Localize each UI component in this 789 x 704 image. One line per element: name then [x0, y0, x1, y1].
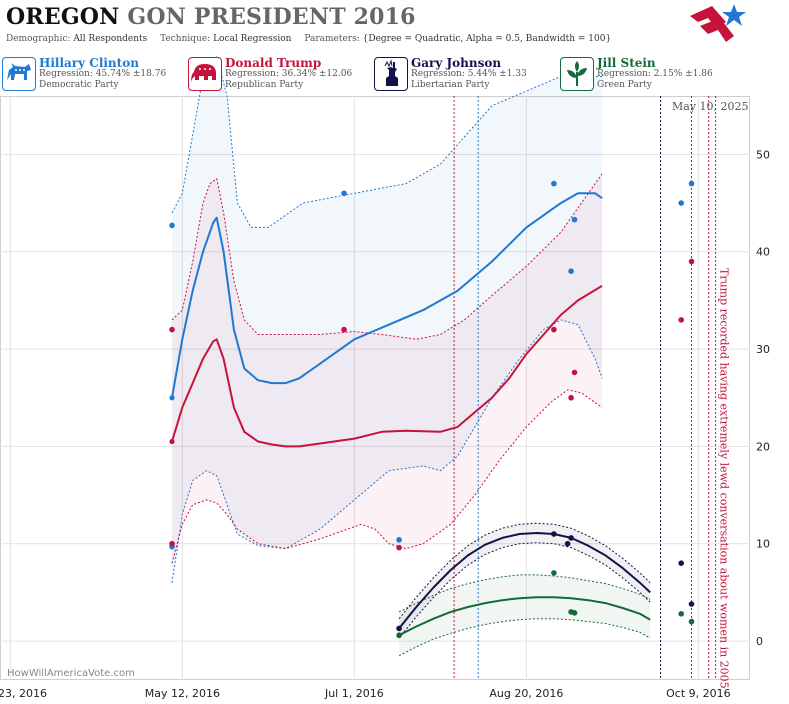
- legend-name: Gary Johnson: [411, 56, 502, 70]
- line-endpoint: [396, 625, 402, 632]
- chart-grid: [0, 96, 750, 680]
- title-rest: GON PRESIDENT 2016: [127, 4, 416, 30]
- legend-name: Hillary Clinton: [39, 56, 139, 70]
- poll-point: [169, 222, 175, 229]
- event-lines: [453, 96, 717, 680]
- x-tick-label: Oct 9, 2016: [666, 687, 731, 700]
- poll-point: [169, 326, 175, 333]
- series-line: [398, 532, 651, 630]
- poll-point: [678, 200, 684, 206]
- site-logo-icon: [690, 4, 746, 42]
- legend-party: Republican Party: [225, 80, 304, 90]
- technique-value: Local Regression: [213, 34, 292, 44]
- band-upper: [398, 522, 651, 620]
- poll-point: [688, 601, 695, 607]
- poll-point: [396, 544, 402, 551]
- title-state: OREGON: [6, 4, 120, 30]
- poll-point: [678, 611, 684, 617]
- poll-point: [396, 537, 402, 543]
- axes: 0 10 20 30 40 50 Mar 23, 2016 May 12, 2016 Jul 1…: [0, 148, 770, 700]
- line-endpoint: [169, 438, 175, 445]
- series-line: [171, 192, 603, 398]
- poll-point: [568, 268, 574, 275]
- date-stamp: May 10, 2025: [672, 100, 749, 113]
- donkey-icon: [2, 57, 36, 91]
- page-title: OREGON GON PRESIDENT 2016: [6, 4, 416, 30]
- band-lower: [398, 618, 651, 657]
- elephant-icon: [188, 57, 222, 91]
- band-upper: [171, 173, 603, 340]
- poll-point: [564, 540, 571, 547]
- poll-point: [169, 540, 175, 547]
- legend-name: Jill Stein: [597, 56, 656, 70]
- legend-party: Green Party: [597, 80, 652, 90]
- statue-of-liberty-icon: [374, 57, 408, 91]
- poll-point: [568, 535, 574, 541]
- flower-icon: [560, 57, 594, 91]
- legend-party: Libertarian Party: [411, 80, 490, 90]
- poll-point: [341, 190, 347, 197]
- line-endpoint: [396, 632, 402, 638]
- legend-regression: Regression: 5.44% ±1.33: [411, 69, 527, 79]
- poll-point: [688, 618, 695, 625]
- poll-point: [571, 369, 578, 376]
- legend-regression: Regression: 2.15% ±1.86: [597, 69, 713, 79]
- demographic-label: Demographic:: [6, 34, 71, 44]
- y-tick-label: 10: [756, 538, 770, 551]
- legend-regression: Regression: 45.74% ±18.76: [39, 69, 167, 79]
- legend-item-clinton: Hillary Clinton Regression: 45.74% ±18.7…: [0, 55, 184, 93]
- legend-item-stein: Jill Stein Regression: 2.15% ±1.86 Green…: [558, 55, 742, 93]
- band-lower: [171, 319, 603, 583]
- poll-point: [678, 317, 684, 323]
- band-fill: [399, 523, 651, 639]
- y-tick-label: 40: [756, 246, 770, 259]
- series-line: [398, 596, 651, 637]
- legend-item-johnson: Gary Johnson Regression: 5.44% ±1.33 Lib…: [372, 55, 556, 93]
- poll-point: [551, 531, 557, 537]
- parameters-value: {Degree = Quadratic, Alpha = 0.5, Bandwi…: [362, 34, 612, 44]
- poll-point: [551, 326, 557, 333]
- annotation-text: Trump recorded having extremely lewd con…: [718, 268, 731, 689]
- poll-point: [688, 180, 695, 187]
- series-line: [171, 284, 603, 448]
- legend-name: Donald Trump: [225, 56, 322, 70]
- band-fill: [399, 574, 651, 656]
- y-tick-label: 50: [756, 148, 770, 161]
- x-tick-label: Mar 23, 2016: [0, 687, 47, 700]
- y-tick-label: 0: [756, 635, 763, 648]
- poll-point: [341, 326, 347, 333]
- band-lower: [398, 542, 651, 639]
- demographic-value: All Respondents: [73, 34, 148, 44]
- band-fill: [172, 173, 603, 564]
- legend-item-trump: Donald Trump Regression: 36.34% ±12.06 R…: [186, 55, 370, 93]
- poll-point: [568, 394, 574, 401]
- technique-label: Technique:: [160, 34, 211, 44]
- series-lines: [171, 192, 651, 637]
- site-watermark: HowWillAmericaVote.com: [7, 668, 135, 679]
- line-endpoint: [169, 395, 175, 401]
- poll-point: [551, 570, 557, 576]
- band-lower: [171, 389, 603, 564]
- parameters-label: Parameters:: [304, 34, 360, 44]
- plot-frame: [0, 96, 750, 680]
- poll-point: [571, 610, 578, 616]
- y-tick-label: 20: [756, 440, 770, 453]
- annotation-layer: Trump recorded having extremely lewd con…: [718, 268, 731, 689]
- x-tick-label: Jul 1, 2016: [324, 687, 384, 700]
- poll-point: [678, 560, 684, 566]
- poll-point: [571, 216, 578, 223]
- poll-points: [169, 180, 695, 639]
- x-tick-label: May 12, 2016: [145, 687, 220, 700]
- poll-point: [688, 258, 695, 265]
- x-tick-label: Aug 20, 2016: [489, 687, 563, 700]
- band-fill: [172, 57, 603, 583]
- legend-party: Democratic Party: [39, 80, 119, 90]
- poll-point: [551, 180, 557, 187]
- parameters-line: Demographic: All Respondents Technique: …: [6, 34, 611, 44]
- band-upper: [171, 55, 603, 228]
- legend-regression: Regression: 36.34% ±12.06: [225, 69, 353, 79]
- confidence-bands: [171, 55, 651, 657]
- y-tick-label: 30: [756, 343, 770, 356]
